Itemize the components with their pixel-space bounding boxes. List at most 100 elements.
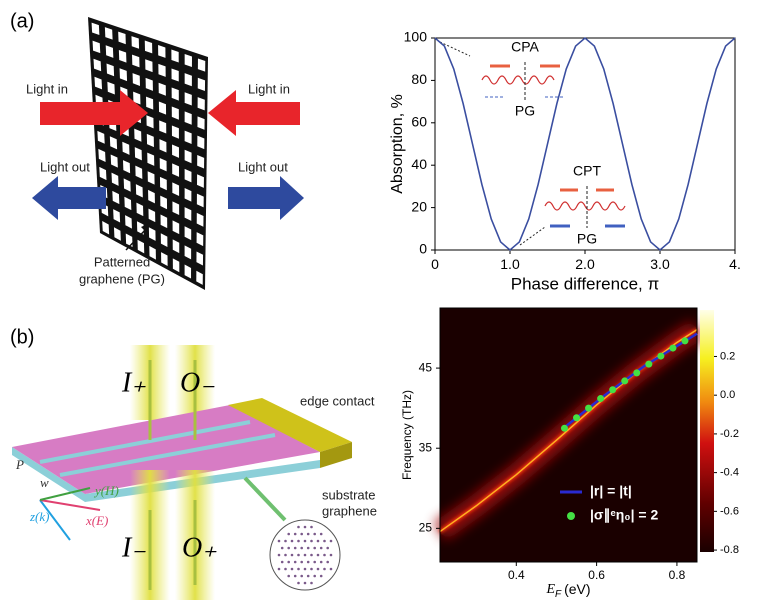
mesh-hole: [159, 157, 167, 172]
mesh-hole: [160, 214, 168, 229]
mesh-hole: [98, 148, 106, 162]
plot-frame: [439, 307, 698, 563]
mesh-hole: [184, 111, 192, 125]
atom: [313, 532, 317, 536]
mesh-hole: [111, 172, 119, 186]
mesh-hole: [171, 87, 179, 101]
colorbar-tick-label: -0.6: [720, 505, 739, 517]
atom: [297, 581, 300, 585]
edge-contact: [228, 398, 352, 452]
label: substrate: [322, 487, 375, 502]
arrow: [56, 187, 106, 209]
mesh-hole: [112, 190, 120, 205]
atom: [293, 546, 297, 550]
mesh-hole: [145, 96, 154, 110]
annotation: PG: [577, 231, 597, 247]
series-point: [657, 352, 665, 360]
mesh-hole: [145, 77, 153, 91]
mesh-hole: [197, 154, 205, 169]
mesh-hole: [184, 245, 192, 260]
atom: [293, 532, 297, 536]
axis-label: w: [40, 475, 49, 490]
arrow: [228, 187, 282, 209]
series-point: [597, 395, 605, 403]
atom: [300, 574, 304, 578]
series-point: [681, 337, 689, 345]
atom: [313, 574, 317, 578]
mesh-hole: [184, 130, 192, 144]
mesh-hole: [172, 258, 180, 273]
mesh-hole: [197, 77, 206, 92]
strip-gap: [39, 420, 251, 464]
x-tick-label: 0.6: [588, 568, 605, 582]
mesh-hole: [133, 91, 141, 105]
mesh-hole: [132, 73, 140, 86]
legend-label: |r| = |t|: [590, 483, 632, 499]
arrow: [32, 176, 58, 220]
colorbar-tick-label: 0.0: [720, 389, 735, 401]
y-tick-label: 60: [411, 114, 427, 130]
mesh-hole: [134, 128, 142, 142]
mesh-hole: [97, 130, 105, 144]
atom: [310, 553, 313, 557]
mesh-hole: [146, 133, 154, 148]
legend-swatch: [567, 512, 575, 520]
x-tick-label: 2.0: [575, 256, 595, 272]
mesh-hole: [136, 202, 144, 217]
atom: [316, 539, 320, 543]
mesh-hole: [171, 49, 179, 63]
graphene-layer: [12, 405, 320, 494]
pointer: [141, 223, 150, 232]
atom: [323, 567, 326, 571]
annotation: CPT: [573, 163, 601, 179]
atom: [287, 546, 291, 550]
x-tick-label: 0: [431, 256, 439, 272]
colorbar-tick-label: -0.8: [720, 544, 739, 556]
mesh-hole: [123, 178, 131, 192]
mesh-hole: [172, 201, 180, 216]
mesh-hole: [135, 165, 143, 179]
mesh-hole: [135, 184, 143, 198]
mesh-hole: [148, 227, 156, 241]
atom: [316, 553, 320, 557]
mesh-hole: [125, 233, 133, 248]
axis-arrow: [39, 499, 71, 541]
mesh-hole: [172, 163, 180, 177]
label: Light in: [26, 81, 68, 96]
atom: [297, 553, 300, 557]
panel-label: (a): [10, 10, 34, 32]
mesh-hole: [160, 195, 168, 210]
mesh-hole: [91, 22, 100, 36]
mesh-hole: [197, 135, 205, 150]
atom: [319, 560, 323, 564]
atom: [306, 560, 310, 564]
mesh-hole: [124, 196, 132, 211]
atom: [303, 553, 307, 557]
mesh-hole: [104, 27, 113, 40]
mesh-hole: [92, 40, 101, 54]
lattice: [277, 525, 333, 585]
label: Light out: [238, 159, 288, 174]
mesh-hole: [106, 63, 115, 77]
label: graphene: [322, 503, 377, 518]
mesh-hole: [148, 189, 155, 204]
atom: [303, 567, 307, 571]
panel-label: (b): [10, 326, 34, 348]
colorbar-tick-label: -0.2: [720, 428, 739, 440]
atom: [277, 553, 281, 557]
arrow: [280, 176, 304, 220]
mesh-hole: [197, 58, 206, 72]
y-tick-label: 25: [419, 521, 433, 535]
y-axis-label: Absorption, %: [389, 94, 406, 194]
atom: [290, 553, 294, 557]
mesh-hole: [184, 73, 192, 87]
atom: [310, 581, 313, 585]
legend-label: |σ∥ᵉη₀| = 2: [590, 507, 658, 524]
arrow: [234, 102, 300, 125]
arrow: [120, 90, 148, 136]
mesh-hole: [197, 97, 205, 111]
colorbar-tick-label: -0.4: [720, 467, 739, 479]
x-tick-label: 1.0: [500, 256, 520, 272]
label: edge contact: [300, 393, 375, 408]
mesh-hole: [105, 45, 114, 58]
